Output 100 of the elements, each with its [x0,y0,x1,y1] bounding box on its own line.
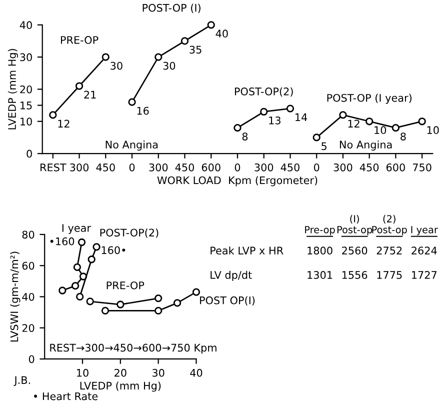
point [88,256,96,264]
data-label: 13 [269,116,280,124]
data-label: 5 [322,142,326,150]
series-label: POST-OP(2) [100,228,158,238]
data-label: 16 [137,106,149,115]
data-label: 14 [296,113,308,122]
data-label: 2752 [376,246,402,255]
point [180,37,189,45]
y-tick-label: 60 [22,262,34,270]
annotation: •160 [50,237,74,246]
category-label: I year [411,226,438,236]
point [154,294,162,302]
y-tick-label: 40 [20,21,32,30]
x-tick-label: 10 [77,368,88,377]
annotation: 160• [102,246,126,254]
point [154,306,162,315]
x-tick-label: 300 [149,163,168,172]
point [392,124,400,132]
series-label: PRE-OP [60,36,98,44]
point [58,286,66,294]
y-tick-label: 0 [28,355,34,364]
annotation: REST→300→450→600→750 Kpm [50,344,216,354]
text: • Heart Rate [34,392,98,400]
point [312,134,320,142]
x-tick-label: 450 [360,163,379,172]
point [78,238,86,246]
annotation: No Angina [106,140,158,151]
data-label: 2624 [412,246,437,255]
category-label: Pre-op [305,226,335,236]
y-tick-label: 30 [20,53,32,62]
y-tick-label: 40 [22,292,34,301]
x-tick-label: 20 [114,368,126,377]
y-tick-label: 20 [20,85,32,94]
x-tick-label: 450 [280,163,300,172]
data-label: 1727 [412,271,437,279]
data-label: 8 [242,132,248,140]
data-label: 1775 [377,271,402,279]
x-tick-label: 0 [314,163,320,172]
x-tick-label: 300 [70,163,89,172]
data-label: 1556 [342,271,368,279]
point [102,53,110,61]
point [86,298,94,306]
point [207,21,215,29]
point [101,306,110,315]
series-label: PRE-OP [106,281,144,290]
point [366,118,374,126]
y-axis-title: LVSWI (gm-m/m²) [10,252,20,342]
data-label: 10 [427,126,439,134]
text: Peak LVP x HR [210,246,284,255]
point [192,288,200,296]
data-label: 1301 [308,271,332,279]
series-label: I year [62,224,92,234]
point [260,108,268,116]
data-label: 2560 [342,246,368,255]
text: J.B. [14,376,30,386]
point [92,243,100,251]
point [173,299,182,307]
y-axis-title: LVEDP (mm Hg) [8,49,18,130]
series-label: POST OP(I) [200,296,255,306]
data-label: 35 [190,46,202,54]
y-tick-label: 10 [20,118,32,126]
data-label: 8 [400,132,406,140]
series-label: POST-OP(2) [234,87,293,97]
point [116,300,124,308]
data-label: 12 [58,120,70,128]
category-label: (I) Post-op [337,214,372,236]
x-tick-label: 450 [175,163,194,172]
point [234,124,242,132]
point [73,263,82,271]
y-tick-label: 15 [20,102,32,110]
point [339,111,347,119]
point [76,292,84,301]
data-label: 30 [110,62,122,70]
x-axis-title: LVEDP (mm Hg) [80,382,161,392]
x-tick-label: 30 [152,368,164,377]
x-tick-label: 450 [96,163,115,172]
series-label: POST-OP (I year) [327,94,412,104]
data-label: 40 [216,30,228,38]
data-label: 10 [374,126,386,134]
data-label: 12 [348,120,360,128]
x-tick-label: 40 [190,368,202,377]
x-tick-label: REST [40,163,66,172]
text: LV dp/dt [210,270,252,281]
y-tick-label: 80 [22,230,34,239]
point [128,98,136,106]
annotation: No Angina [340,140,392,151]
data-label: 30 [163,62,176,70]
x-tick-label: 0 [129,163,135,172]
data-label: 21 [84,90,96,99]
point [154,53,162,61]
point [71,282,80,290]
x-tick-label: 600 [202,163,220,172]
x-tick-label: 750 [412,163,432,172]
point [49,111,57,119]
x-tick-label: 300 [254,163,274,172]
x-tick-label: 600 [386,163,405,172]
x-tick-label: 0 [234,163,240,172]
x-axis-title: WORK LOAD Kpm (Ergometer) [157,176,318,186]
category-label: (2) Post-op [372,214,407,236]
point [286,104,294,112]
